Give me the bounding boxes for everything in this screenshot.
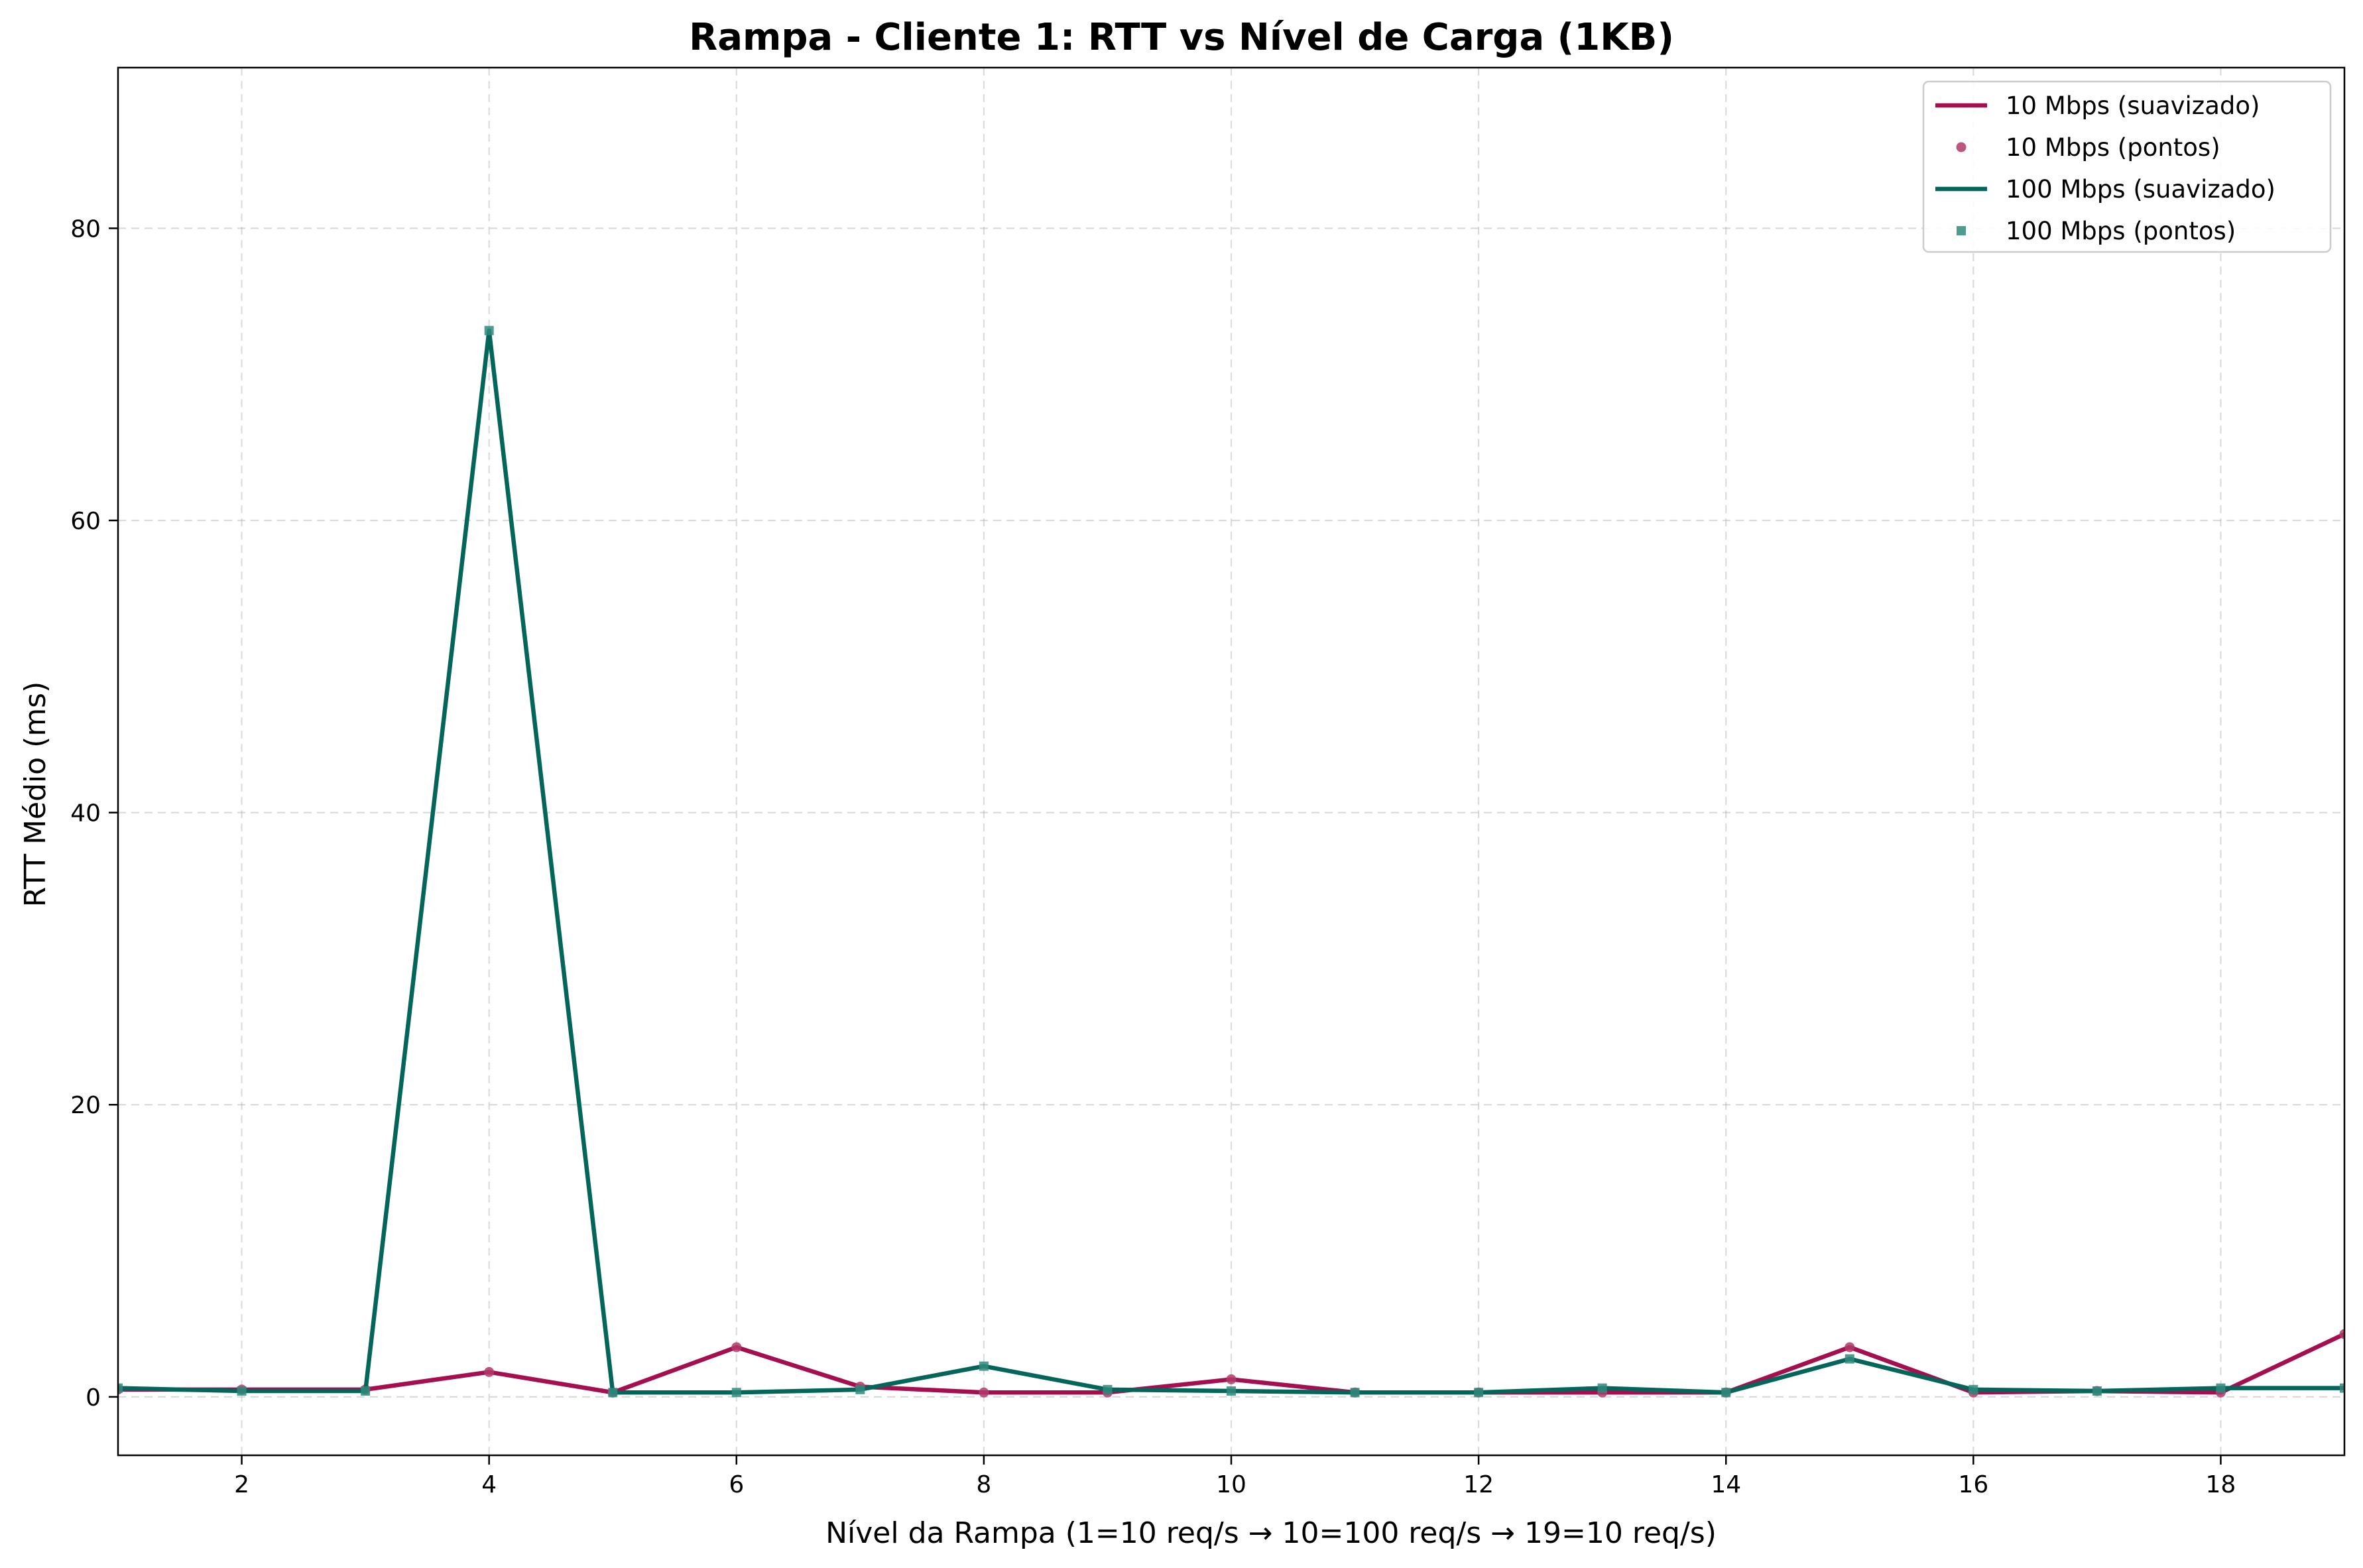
data-point-10-mbps-pontos [979, 1387, 989, 1398]
data-point-10-mbps-pontos [2339, 1329, 2344, 1339]
data-point-100-mbps-pontos [1103, 1384, 1113, 1394]
legend-circle-marker [1956, 142, 1967, 152]
y-tick-label: 80 [70, 215, 101, 243]
legend-entry-label: 100 Mbps (pontos) [2006, 217, 2236, 245]
x-tick-label: 4 [481, 1471, 497, 1498]
data-point-100-mbps-pontos [118, 1383, 123, 1393]
x-tick-label: 8 [976, 1471, 991, 1498]
x-tick-label: 18 [2206, 1471, 2236, 1498]
data-point-100-mbps-pontos [237, 1386, 247, 1396]
data-point-100-mbps-pontos [1845, 1354, 1854, 1364]
data-point-100-mbps-pontos [979, 1361, 989, 1371]
data-point-10-mbps-pontos [1845, 1342, 1855, 1353]
legend-square-marker [1957, 226, 1966, 235]
data-point-100-mbps-pontos [2092, 1386, 2102, 1396]
x-tick-label: 14 [1711, 1471, 1741, 1498]
legend-entry-label: 10 Mbps (pontos) [2006, 133, 2220, 162]
data-point-10-mbps-pontos [1226, 1374, 1237, 1384]
legend-entry-label: 10 Mbps (suavizado) [2006, 91, 2260, 120]
data-point-100-mbps-pontos [2340, 1383, 2344, 1393]
data-point-100-mbps-pontos [1350, 1388, 1360, 1398]
chart-title: Rampa - Cliente 1: RTT vs Nível de Carga… [689, 16, 1674, 59]
data-point-100-mbps-pontos [1721, 1388, 1731, 1398]
data-point-100-mbps-pontos [484, 326, 494, 335]
legend-box [1922, 80, 2332, 253]
data-point-100-mbps-pontos [608, 1388, 618, 1398]
data-point-100-mbps-pontos [731, 1388, 741, 1398]
data-point-100-mbps-pontos [361, 1386, 371, 1396]
x-tick-label: 6 [729, 1471, 744, 1498]
data-point-100-mbps-pontos [1474, 1388, 1484, 1398]
data-point-100-mbps-pontos [1597, 1383, 1607, 1393]
axis-ticks: 2 4 6 8 10 12 14 16 18 0 20 40 60 80 [70, 215, 2236, 1498]
y-tick-label: 60 [70, 508, 101, 535]
data-point-100-mbps-pontos [855, 1384, 865, 1394]
grid [118, 68, 2344, 1455]
data-point-100-mbps-pontos [2216, 1383, 2226, 1393]
x-tick-label: 10 [1216, 1471, 1246, 1498]
x-tick-label: 12 [1463, 1471, 1494, 1498]
y-tick-label: 0 [86, 1384, 101, 1412]
x-tick-label: 16 [1958, 1471, 1988, 1498]
legend: 10 Mbps (suavizado) 10 Mbps (pontos) 100 M… [1922, 80, 2332, 253]
x-axis-label: Nível da Rampa (1=10 req/s → 10=100 req/… [825, 1516, 1717, 1550]
data-point-100-mbps-pontos [1969, 1384, 1978, 1394]
plot-area [118, 326, 2344, 1398]
y-tick-label: 40 [70, 800, 101, 827]
x-tick-label: 2 [234, 1471, 249, 1498]
legend-entry-label: 100 Mbps (suavizado) [2006, 175, 2275, 204]
data-point-10-mbps-pontos [484, 1366, 495, 1377]
y-tick-label: 20 [70, 1092, 101, 1119]
y-axis-label: RTT Médio (ms) [19, 682, 52, 908]
data-point-100-mbps-pontos [1227, 1386, 1236, 1396]
data-point-10-mbps-pontos [731, 1342, 742, 1353]
